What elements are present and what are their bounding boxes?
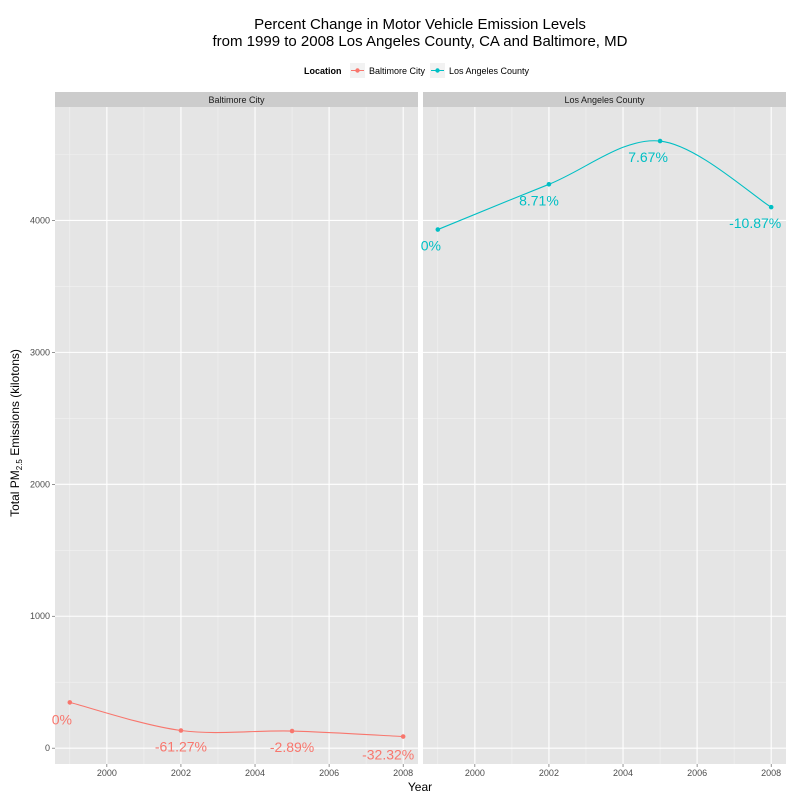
panel-background <box>55 107 418 764</box>
facet-strip <box>55 92 418 107</box>
data-point <box>768 204 774 210</box>
x-tick-label: 2000 <box>97 768 117 778</box>
facet-strip-label: Los Angeles County <box>564 95 645 105</box>
y-axis-title-suffix: Emissions (kilotons) <box>8 349 22 459</box>
y-tick-label: 2000 <box>30 479 50 489</box>
facet-panel: Baltimore City 2000 2002 2004 2006 2008 0 1000 2… <box>30 92 418 778</box>
y-axis-title-prefix: Total PM <box>8 470 22 517</box>
data-label: -10.87% <box>729 215 781 231</box>
series-line <box>437 140 772 231</box>
legend-key-point <box>355 68 360 73</box>
data-point <box>435 227 441 232</box>
chart-title-line-1: Percent Change in Motor Vehicle Emission… <box>254 16 586 33</box>
x-tick-label: 2000 <box>465 768 485 778</box>
data-label: -61.27% <box>155 738 207 754</box>
facet-panel: Los Angeles County 2000 2002 2004 2006 2008 0%… <box>421 92 786 778</box>
facet-strip <box>423 92 786 107</box>
y-axis-title: Total PM2.5 Emissions (kilotons) <box>8 349 24 517</box>
data-label: 8.71% <box>519 192 559 208</box>
data-label: 7.67% <box>628 149 668 165</box>
data-label: 0% <box>52 711 72 727</box>
x-axis-title: Year <box>408 780 432 794</box>
legend-title: Location <box>304 66 342 76</box>
data-point <box>178 728 184 733</box>
y-tick-label: 4000 <box>30 215 50 225</box>
data-point <box>400 734 406 739</box>
data-point <box>289 728 295 734</box>
x-tick-label: 2004 <box>613 768 633 778</box>
x-tick-label: 2006 <box>319 768 339 778</box>
y-tick-label: 1000 <box>30 611 50 621</box>
data-point <box>546 182 552 187</box>
data-label: 0% <box>421 238 441 254</box>
legend: Location Baltimore City Los Angeles Count… <box>304 63 530 78</box>
series-line <box>69 701 404 738</box>
legend-key-point <box>435 68 440 73</box>
legend-label: Baltimore City <box>369 66 426 76</box>
data-point <box>67 700 73 705</box>
panel-background <box>423 107 786 764</box>
y-tick-label: 3000 <box>30 347 50 357</box>
data-label: -2.89% <box>270 739 314 755</box>
x-tick-label: 2002 <box>539 768 559 778</box>
facet-strip-label: Baltimore City <box>208 95 265 105</box>
y-axis-title-subscript: 2.5 <box>15 459 24 471</box>
y-tick-label: 0 <box>45 743 50 753</box>
chart-title-line-2: from 1999 to 2008 Los Angeles County, CA… <box>213 33 628 50</box>
facet-panels: Baltimore City 2000 2002 2004 2006 2008 0 1000 2… <box>30 92 786 778</box>
x-tick-label: 2008 <box>761 768 781 778</box>
legend-item: Baltimore City <box>350 63 426 78</box>
legend-label: Los Angeles County <box>449 66 530 76</box>
x-tick-label: 2006 <box>687 768 707 778</box>
x-tick-label: 2004 <box>245 768 265 778</box>
x-tick-label: 2008 <box>393 768 413 778</box>
data-point <box>657 138 663 144</box>
data-label: -32.32% <box>362 747 414 763</box>
legend-item: Los Angeles County <box>430 63 530 78</box>
x-tick-label: 2002 <box>171 768 191 778</box>
